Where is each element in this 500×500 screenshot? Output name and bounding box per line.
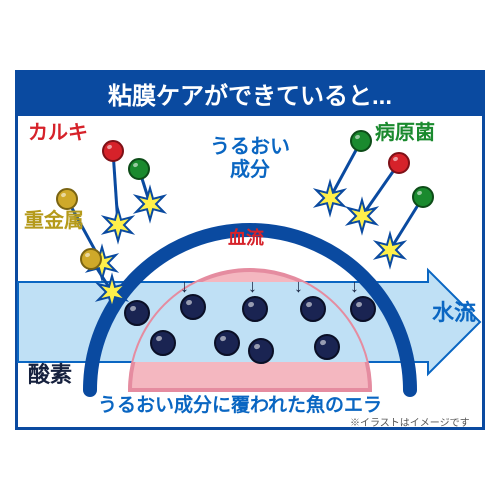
label-pathogen: 病原菌 — [375, 122, 435, 145]
label-bloodflow: 血流 — [228, 228, 264, 249]
label-heavy-metal: 重金属 — [24, 210, 84, 233]
caption-gill: うるおい成分に覆われた魚のエラ — [98, 390, 382, 417]
label-water-flow: 水流 — [432, 300, 476, 325]
footnote: ※イラストはイメージです — [350, 414, 470, 429]
labels-layer: カルキ 病原菌重金属 うるおい成分酸素 水流 血流うるおい成分に覆われた魚のエラ※イラス… — [0, 0, 500, 500]
label-moisture: うるおい成分 — [210, 136, 290, 182]
label-chlorine: カルキ — [28, 122, 88, 145]
label-oxygen: 酸素 — [28, 362, 72, 387]
